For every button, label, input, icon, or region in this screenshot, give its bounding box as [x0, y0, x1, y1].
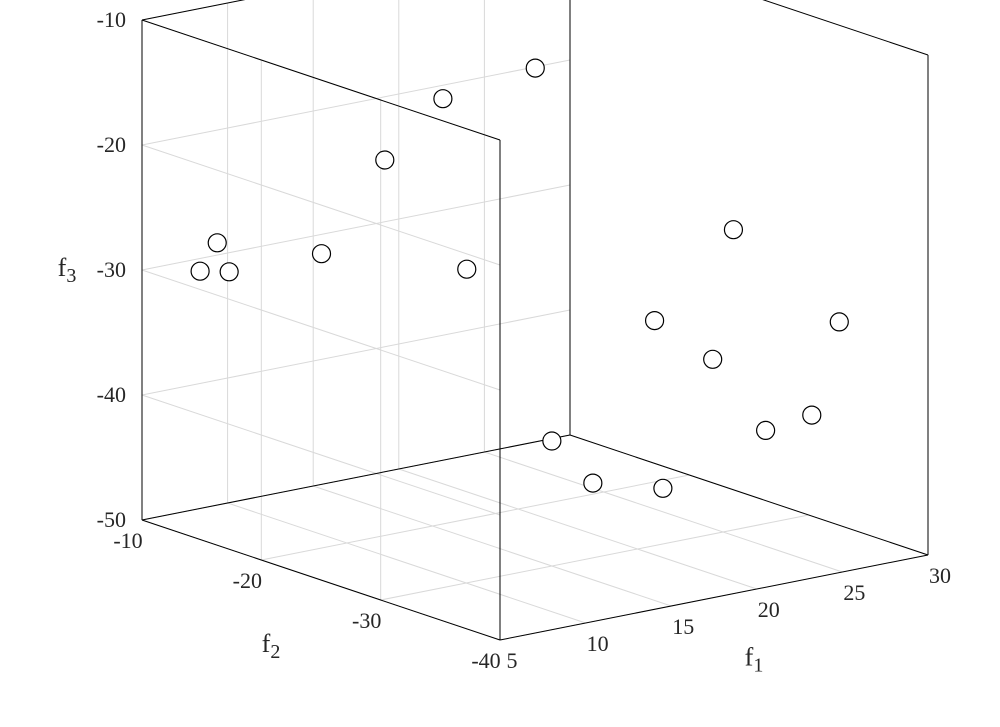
x-tick-label: 30: [929, 563, 951, 588]
data-point: [584, 474, 602, 492]
data-point: [191, 262, 209, 280]
data-point: [220, 263, 238, 281]
data-point: [434, 90, 452, 108]
ticks-layer: 51015202530-40-30-20-10-50-40-30-20-10: [97, 7, 951, 673]
axes-layer: [142, 0, 928, 640]
z-tick-label: -50: [97, 507, 126, 532]
data-point: [803, 406, 821, 424]
z-tick-label: -20: [97, 132, 126, 157]
x-tick-label: 25: [843, 580, 865, 605]
data-point: [646, 312, 664, 330]
z-tick-label: -40: [97, 382, 126, 407]
x-tick-label: 10: [587, 631, 609, 656]
x-axis-label: f1: [745, 643, 764, 677]
scatter3d-chart: 51015202530-40-30-20-10-50-40-30-20-10 f…: [0, 0, 1000, 727]
grid-layer: [142, 0, 928, 640]
data-point: [208, 234, 226, 252]
z-tick-label: -30: [97, 257, 126, 282]
x-tick-label: 15: [672, 614, 694, 639]
data-point: [830, 313, 848, 331]
y-tick-label: -40: [471, 648, 500, 673]
data-point: [376, 151, 394, 169]
data-point: [526, 59, 544, 77]
data-point: [313, 245, 331, 263]
data-point: [757, 421, 775, 439]
data-point: [654, 479, 672, 497]
z-tick-label: -10: [97, 7, 126, 32]
z-axis-label: f3: [58, 253, 77, 287]
y-tick-label: -20: [233, 568, 262, 593]
y-axis-label: f2: [262, 629, 281, 663]
data-point: [704, 350, 722, 368]
data-point: [458, 260, 476, 278]
data-point: [543, 432, 561, 450]
data-point: [724, 221, 742, 239]
data-points-layer: [191, 59, 848, 497]
x-tick-label: 20: [758, 597, 780, 622]
x-tick-label: 5: [507, 648, 518, 673]
y-tick-label: -30: [352, 608, 381, 633]
